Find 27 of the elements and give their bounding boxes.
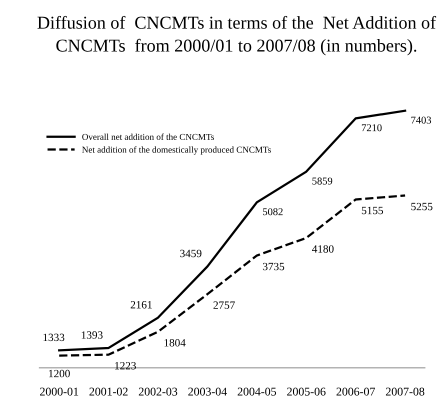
data-label: 5155	[362, 206, 384, 214]
x-tick-label: 2006-07	[336, 388, 376, 396]
data-label: 1333	[43, 334, 64, 342]
x-tick-label: 2004-05	[238, 388, 276, 396]
data-label: 5255	[411, 202, 432, 210]
x-tick-label: 2007-08	[386, 388, 424, 396]
data-label: 7403	[411, 116, 432, 124]
data-label: 3459	[180, 250, 202, 258]
data-label: 2161	[130, 300, 152, 308]
data-label: 5082	[263, 208, 283, 216]
data-label: 5859	[312, 178, 332, 185]
x-tick-label: 2003-04	[188, 388, 227, 396]
data-label: 3735	[262, 262, 284, 270]
data-label: 4180	[312, 245, 334, 253]
legend-label: Net addition of the domestically produced CNCMTs	[82, 146, 271, 155]
data-label: 2757	[213, 301, 235, 309]
data-label: 1393	[82, 331, 103, 339]
chart-title: Diffusion of CNCMTs in terms of the Net Addition of CNCMTs from 2000/01 to 2007/08 (in numbers).	[37, 16, 436, 56]
data-label: 1804	[164, 339, 186, 347]
x-tick-label: 2000-01	[40, 388, 78, 396]
x-tick-label: 2005-06	[287, 388, 326, 396]
legend-label: Overall net addition of the CNCMTs	[82, 134, 214, 140]
x-tick-label: 2002-03	[138, 388, 178, 396]
data-label: 1223	[115, 362, 136, 370]
data-label: 1200	[49, 370, 70, 378]
data-label: 7210	[362, 124, 382, 132]
x-tick-label: 2001-02	[89, 388, 128, 396]
